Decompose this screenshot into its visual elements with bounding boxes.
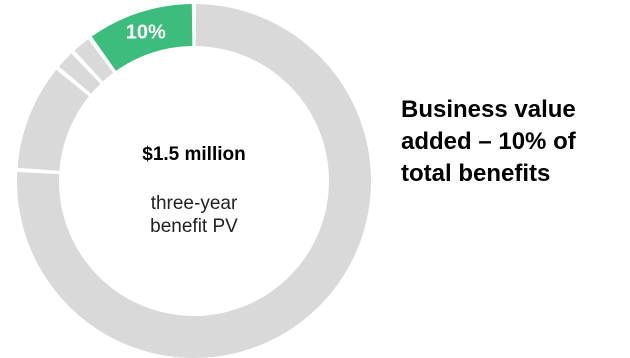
donut-slice	[59, 53, 101, 94]
slice-data-label: 10%	[126, 22, 166, 44]
side-caption-line: added – 10% of	[401, 128, 576, 155]
side-caption-line: Business value	[401, 96, 576, 123]
side-caption: Business value added – 10% of total bene…	[401, 94, 626, 190]
center-value: $1.5 million	[142, 144, 246, 165]
center-caption-line: benefit PV	[150, 216, 238, 237]
donut-slice-highlight	[91, 4, 193, 71]
center-caption-line: three-year	[150, 193, 238, 214]
donut-slice	[17, 69, 89, 171]
center-caption: three-year benefit PV	[74, 192, 314, 238]
donut-slice	[74, 39, 114, 82]
side-caption-line: total benefits	[401, 160, 551, 187]
